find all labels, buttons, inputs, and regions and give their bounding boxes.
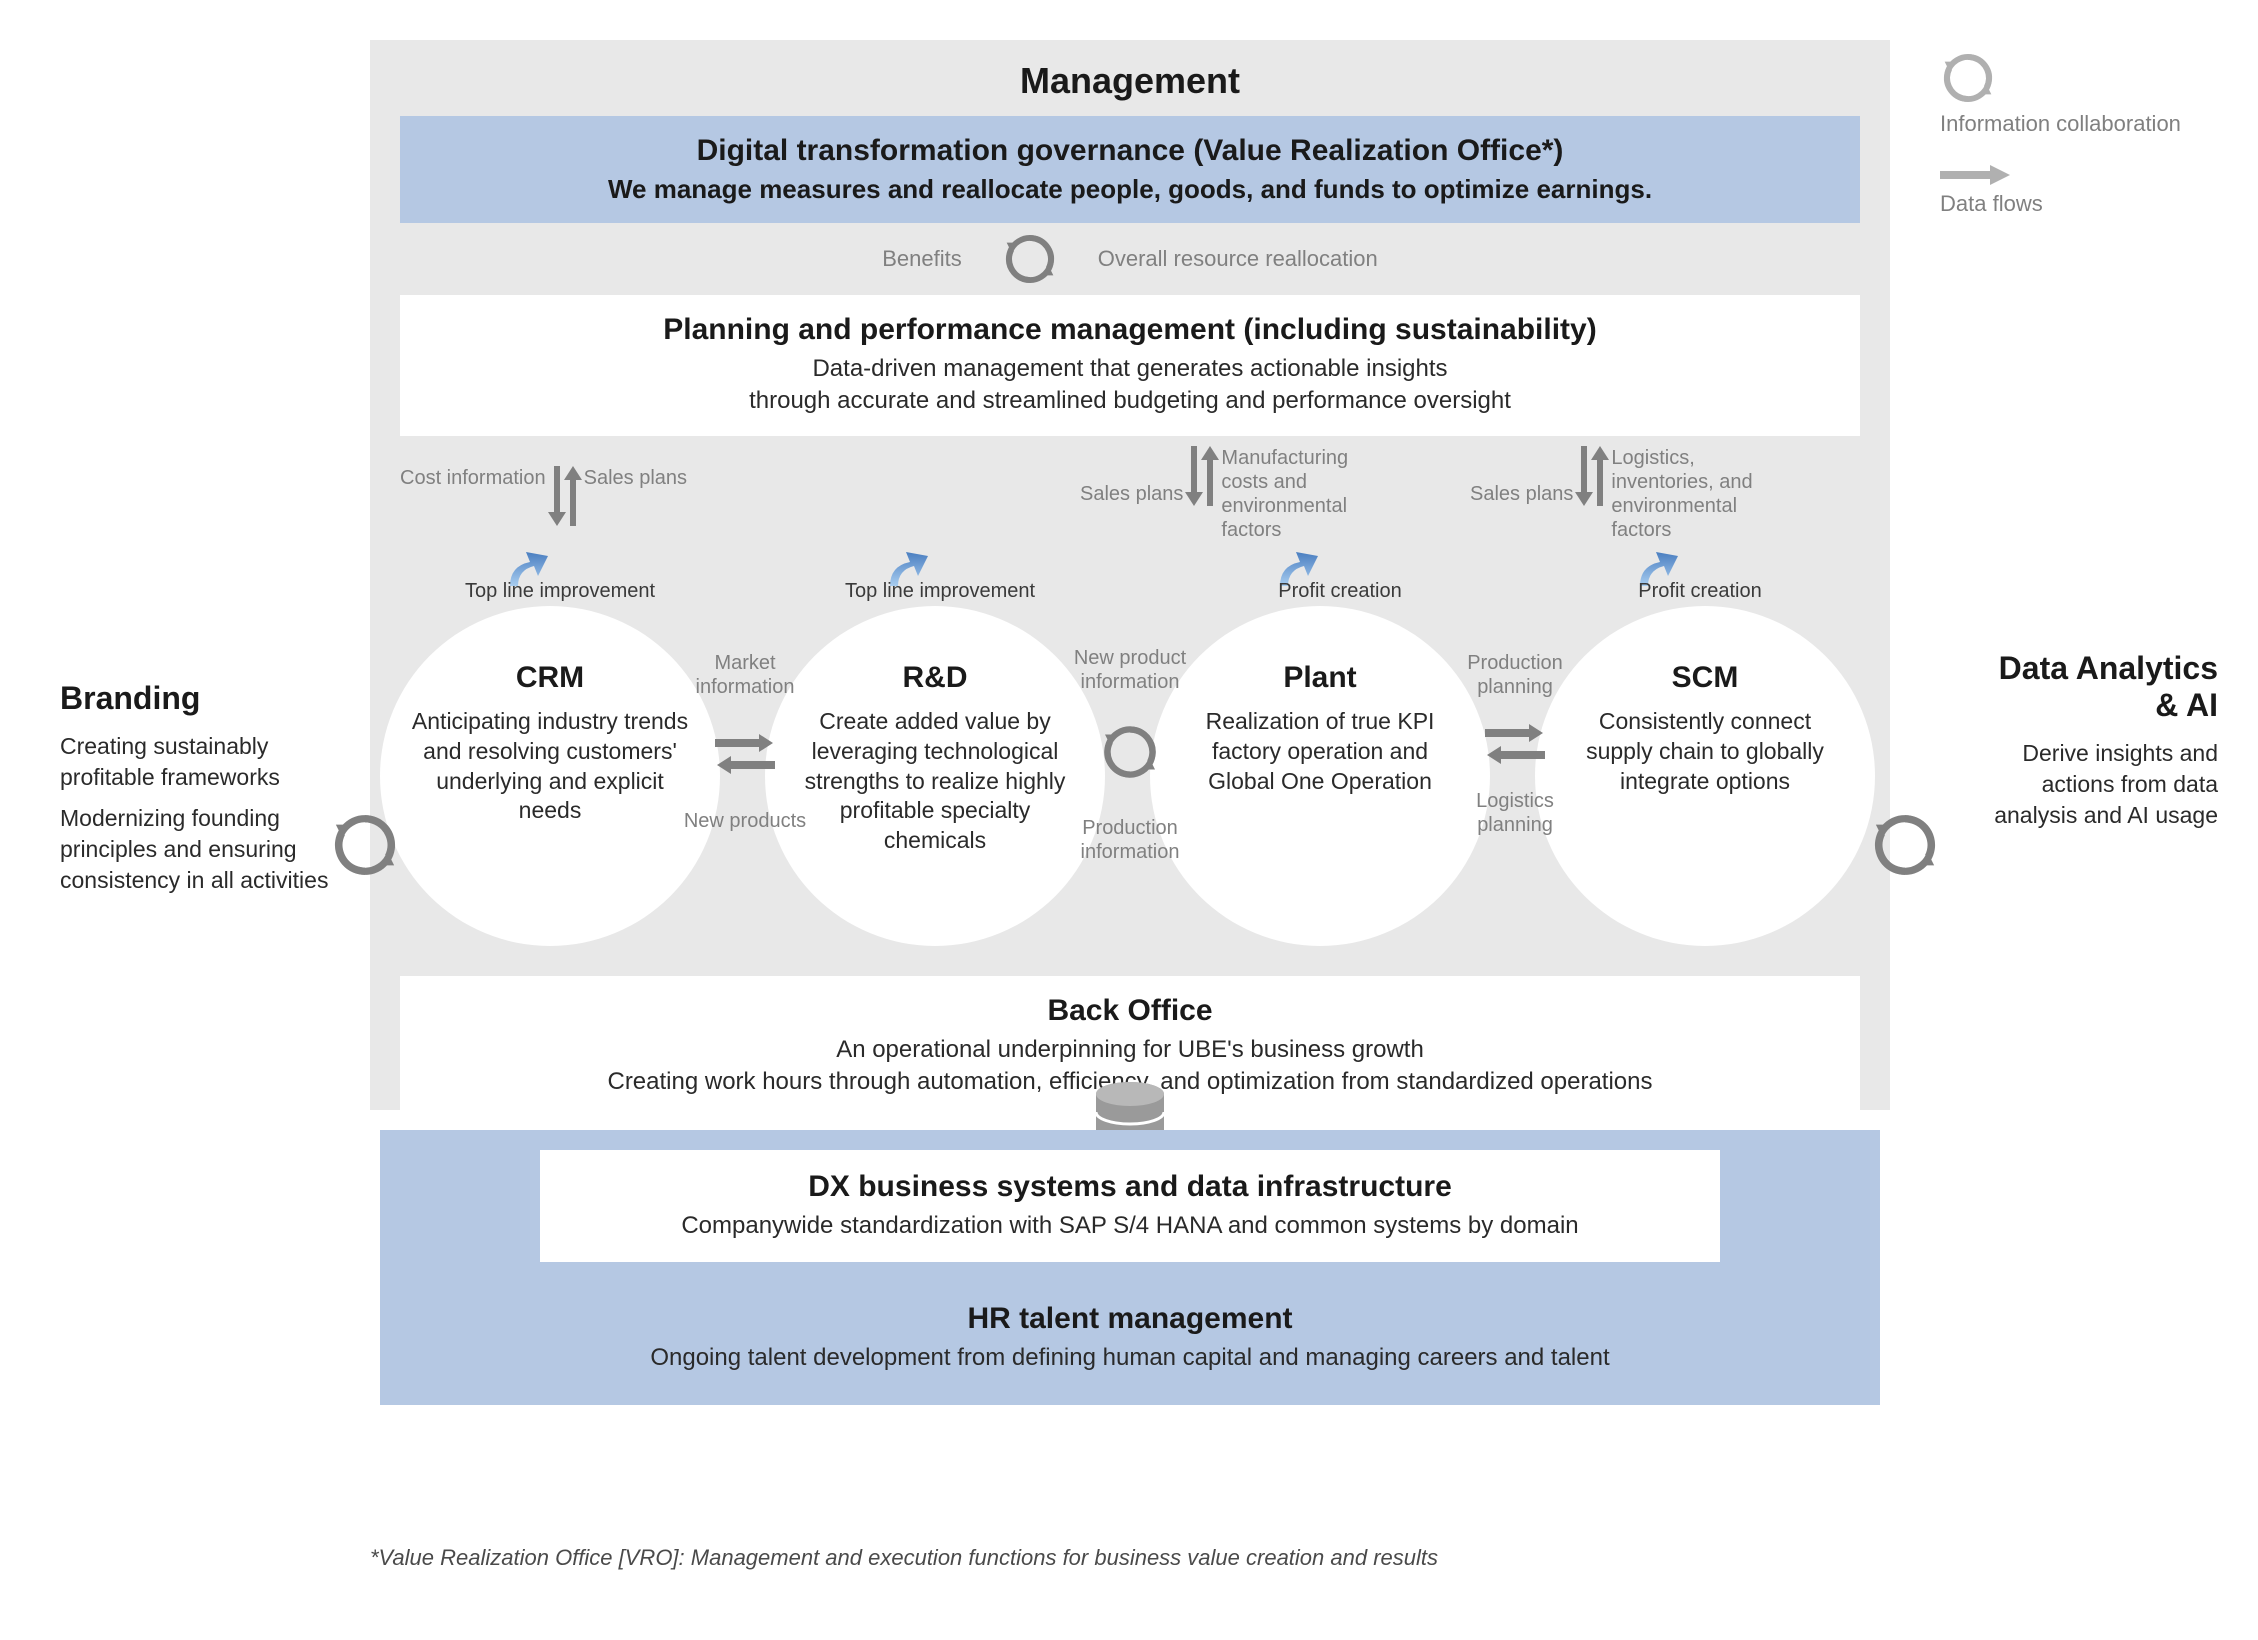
footnote: *Value Realization Office [VRO]: Managem…: [370, 1545, 1438, 1571]
crm-circle: CRM Anticipating industry trends and res…: [380, 606, 720, 946]
exchange-1: Market information New products: [670, 651, 820, 833]
circles-area: Top line improvement Top line improvemen…: [400, 546, 1860, 976]
exchange-arrows-icon: [715, 729, 775, 779]
cycle-icon: [1100, 722, 1160, 788]
rd-title: R&D: [793, 661, 1077, 695]
market-info-label: Market information: [670, 651, 820, 699]
legend-label-2: Data flows: [1940, 191, 2043, 216]
production-info-label: Production information: [1055, 816, 1205, 864]
plant-desc: Realization of true KPI factory operatio…: [1178, 707, 1462, 797]
benefits-flow: Benefits Overall resource reallocation: [400, 231, 1860, 287]
crm-title: CRM: [408, 661, 692, 695]
analytics-p1: Derive insights and actions from data an…: [1978, 738, 2218, 831]
logistics-planning-label: Logistics planning: [1440, 789, 1590, 837]
legend-label-1: Information collaboration: [1940, 110, 2181, 139]
main-container: Management Digital transformation govern…: [370, 40, 1890, 1110]
new-products-label: New products: [670, 809, 820, 833]
arrow-down-icon: [1579, 446, 1589, 506]
legend-data-flows: Data flows: [1940, 165, 2181, 217]
hr-title: HR talent management: [380, 1302, 1880, 1336]
crm-desc: Anticipating industry trends and resolvi…: [408, 707, 692, 827]
bottom-stack: DX business systems and data infrastruct…: [380, 1130, 1880, 1405]
dx-title: DX business systems and data infrastruct…: [580, 1170, 1680, 1204]
rd-desc: Create added value by leveraging technol…: [793, 707, 1077, 856]
analytics-panel: Data Analytics & AI Derive insights and …: [1978, 650, 2218, 841]
branding-title: Branding: [60, 680, 340, 717]
cycle-icon: [1870, 810, 1940, 885]
benefits-label: Benefits: [882, 246, 962, 272]
branding-p2: Modernizing founding principles and ensu…: [60, 803, 340, 896]
new-product-info-label: New product information: [1055, 646, 1205, 694]
dx-hr-container: DX business systems and data infrastruct…: [380, 1130, 1880, 1405]
flow-arrows-row: Cost information Sales plans Sales plans…: [400, 436, 1860, 546]
scm-title: SCM: [1563, 661, 1847, 695]
top-label-3: Profit creation: [1240, 580, 1440, 603]
top-label-4: Profit creation: [1600, 580, 1800, 603]
arrow-down-icon: [1189, 446, 1199, 506]
plant-title: Plant: [1178, 661, 1462, 695]
branding-p1: Creating sustainably profitable framewor…: [60, 731, 340, 793]
reallocation-label: Overall resource reallocation: [1098, 246, 1378, 272]
governance-title: Digital transformation governance (Value…: [430, 134, 1830, 168]
dx-box: DX business systems and data infrastruct…: [540, 1150, 1720, 1262]
planning-sub: Data-driven management that generates ac…: [430, 353, 1830, 418]
exchange-3: Production planning Logistics planning: [1440, 651, 1590, 837]
governance-sub: We manage measures and reallocate people…: [430, 174, 1830, 205]
governance-box: Digital transformation governance (Value…: [400, 116, 1860, 223]
management-title: Management: [400, 60, 1860, 102]
cost-info-label: Cost information: [400, 466, 546, 490]
sales-plans-label-3: Sales plans: [1470, 482, 1573, 506]
back-office-title: Back Office: [430, 994, 1830, 1028]
top-label-1: Top line improvement: [460, 580, 660, 603]
hr-box: HR talent management Ongoing talent deve…: [380, 1262, 1880, 1374]
arrow-down-icon: [552, 466, 562, 526]
exchange-2: New product information Production infor…: [1055, 646, 1205, 864]
arrow-up-icon: [1205, 446, 1215, 506]
exchange-arrows-icon: [1485, 719, 1545, 769]
analytics-title: Data Analytics & AI: [1978, 650, 2218, 724]
planning-title: Planning and performance management (inc…: [430, 313, 1830, 347]
dx-sub: Companywide standardization with SAP S/4…: [580, 1210, 1680, 1242]
cycle-icon: [1002, 231, 1058, 287]
planning-box: Planning and performance management (inc…: [400, 295, 1860, 436]
arrow-up-icon: [1595, 446, 1605, 506]
top-label-2: Top line improvement: [840, 580, 1040, 603]
arrow-up-icon: [568, 466, 578, 526]
branding-panel: Branding Creating sustainably profitable…: [60, 680, 340, 906]
legend: Information collaboration Data flows: [1940, 50, 2181, 243]
mfg-costs-label: Manufacturing costs and environmental fa…: [1221, 446, 1391, 542]
sales-plans-label-1: Sales plans: [584, 466, 687, 490]
sales-plans-label-2: Sales plans: [1080, 482, 1183, 506]
hr-sub: Ongoing talent development from defining…: [380, 1342, 1880, 1374]
logistics-label: Logistics, inventories, and environmenta…: [1611, 446, 1801, 542]
cycle-icon: [330, 810, 400, 885]
legend-info-collab: Information collaboration: [1940, 50, 2181, 139]
scm-desc: Consistently connect supply chain to glo…: [1563, 707, 1847, 797]
production-planning-label: Production planning: [1440, 651, 1590, 699]
